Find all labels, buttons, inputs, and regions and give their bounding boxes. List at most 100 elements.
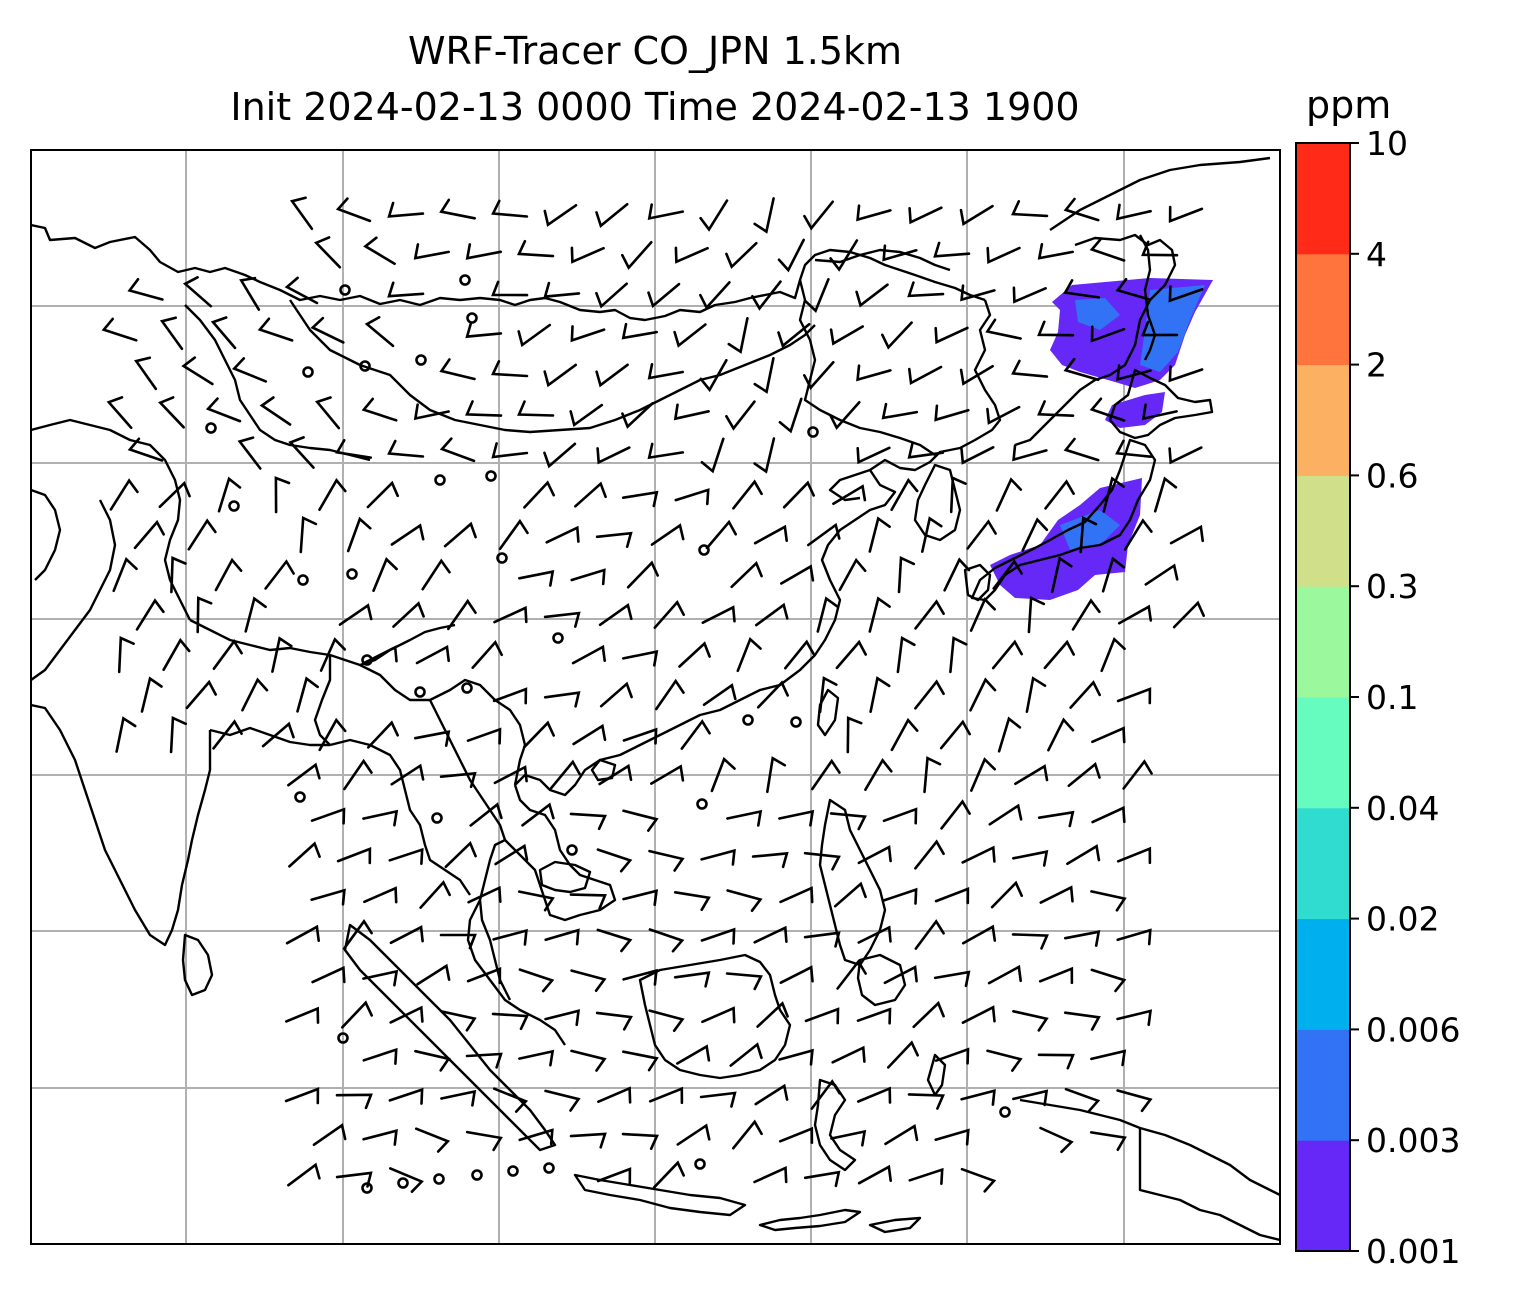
wind-barb xyxy=(705,519,737,550)
wind-barb xyxy=(318,717,347,752)
wind-barb xyxy=(648,1086,684,1104)
wind-barb xyxy=(995,477,1023,512)
border-pakistan-india xyxy=(31,499,117,681)
colorbar-tick-label: 0.001 xyxy=(1366,1232,1460,1271)
wind-barb xyxy=(310,888,346,906)
wind-barb xyxy=(857,1164,892,1185)
wind-barb xyxy=(857,925,892,944)
wind-barb xyxy=(907,442,945,459)
calm-circle xyxy=(543,1162,555,1174)
wind-barb xyxy=(725,972,763,991)
wind-barb xyxy=(285,924,320,945)
calm-circle xyxy=(205,422,217,434)
wind-barb xyxy=(1044,479,1075,510)
wind-barb xyxy=(673,971,711,988)
colorbar-segment xyxy=(1296,143,1350,255)
wind-barb xyxy=(621,322,658,340)
wind-barb xyxy=(466,727,502,745)
wind-barb xyxy=(390,523,425,546)
wind-barb xyxy=(491,199,529,218)
wind-barb xyxy=(864,758,893,791)
wind-barb xyxy=(596,928,633,953)
wind-barb xyxy=(1037,810,1075,828)
wind-barb xyxy=(907,1093,945,1110)
wind-barb xyxy=(1168,365,1204,383)
coast-borneo xyxy=(638,953,792,1080)
wind-barb xyxy=(288,841,321,868)
wind-barb xyxy=(115,716,137,753)
wind-barb xyxy=(1169,524,1204,545)
calm-circle xyxy=(346,568,358,580)
calm-circle xyxy=(696,798,708,810)
wind-barb xyxy=(570,246,605,264)
wind-barb xyxy=(939,719,971,750)
wind-barb xyxy=(621,490,659,508)
wind-barb xyxy=(544,928,580,946)
wind-barb xyxy=(710,756,736,793)
wind-barb xyxy=(856,364,892,382)
wind-barb xyxy=(857,1086,892,1104)
wind-barb xyxy=(699,199,729,232)
wind-barb xyxy=(732,479,763,510)
calm-circle xyxy=(552,632,564,644)
wind-barb xyxy=(678,641,711,668)
wind-barb xyxy=(287,762,321,787)
wind-barb xyxy=(727,317,749,354)
coast-timor xyxy=(758,1208,862,1232)
wind-barb xyxy=(830,1129,867,1147)
wind-barb xyxy=(1038,966,1074,984)
wind-barb xyxy=(1100,636,1126,673)
calm-circle xyxy=(337,1032,349,1044)
wind-barb xyxy=(596,446,631,465)
wind-barb xyxy=(1089,1131,1127,1151)
wind-barb xyxy=(868,596,891,633)
wind-barb xyxy=(518,1128,554,1146)
wind-barb xyxy=(447,598,477,631)
wind-barb xyxy=(1011,933,1049,950)
wind-barb xyxy=(1115,277,1152,301)
wind-barb xyxy=(569,1132,607,1149)
wind-barb xyxy=(882,244,918,262)
colorbar-tick-label: 4 xyxy=(1366,235,1387,274)
wind-barb xyxy=(414,730,451,747)
wind-barb xyxy=(543,442,577,469)
wind-barb xyxy=(1063,197,1100,222)
wind-barb xyxy=(574,481,607,508)
wind-barb xyxy=(988,803,1023,826)
wind-barb xyxy=(756,680,789,709)
wind-barb xyxy=(169,716,187,754)
wind-barb xyxy=(908,206,943,225)
wind-barb xyxy=(570,325,606,343)
wind-barb xyxy=(652,1160,685,1189)
wind-barb xyxy=(726,889,763,912)
wind-barb xyxy=(140,676,163,713)
wind-barb xyxy=(1039,1126,1074,1154)
wind-barb xyxy=(1037,400,1075,417)
wind-barb xyxy=(753,1166,788,1184)
colorbar-segment xyxy=(1296,253,1350,366)
wind-barb xyxy=(244,596,267,633)
wind-barb xyxy=(285,1006,320,1024)
wind-barb xyxy=(595,282,628,309)
wind-barb xyxy=(543,611,581,628)
wind-barb xyxy=(943,557,971,592)
wind-barb xyxy=(444,840,477,869)
map-frame xyxy=(30,149,1281,1245)
wind-barb xyxy=(491,360,529,378)
wind-barb xyxy=(756,1001,789,1028)
wind-barb xyxy=(890,717,919,752)
border-afghan xyxy=(31,488,62,581)
wind-barb xyxy=(622,1050,659,1072)
wind-barb xyxy=(439,933,477,950)
wind-barb xyxy=(362,969,399,987)
coast-korea xyxy=(913,463,962,542)
wind-barb xyxy=(387,439,425,458)
coast-mindanao xyxy=(856,953,907,1007)
wind-barb xyxy=(319,637,347,672)
wind-barb xyxy=(387,281,425,298)
wind-barb xyxy=(1141,320,1179,337)
colorbar: 0.001 0.003 0.006 0.02 0.04 0.1 0.3 0.6 2 4 10 xyxy=(1295,124,1460,1271)
wind-barb xyxy=(777,238,805,273)
wind-barb xyxy=(970,757,996,792)
calm-circle xyxy=(433,1173,445,1185)
